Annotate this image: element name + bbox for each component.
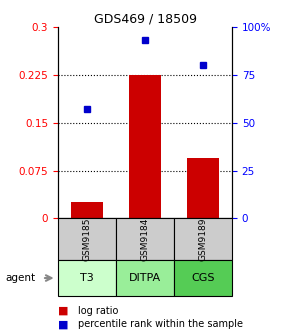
Text: DITPA: DITPA — [129, 273, 161, 283]
Bar — [129, 75, 161, 218]
Text: agent: agent — [6, 273, 36, 283]
Title: GDS469 / 18509: GDS469 / 18509 — [93, 13, 197, 26]
Bar — [187, 158, 219, 218]
Text: T3: T3 — [80, 273, 94, 283]
Text: GSM9184: GSM9184 — [140, 218, 150, 261]
Text: GSM9185: GSM9185 — [82, 218, 92, 261]
Text: log ratio: log ratio — [78, 306, 119, 316]
Text: ■: ■ — [58, 319, 68, 329]
Text: CGS: CGS — [191, 273, 215, 283]
Text: GSM9189: GSM9189 — [198, 218, 208, 261]
Text: ■: ■ — [58, 306, 68, 316]
Text: percentile rank within the sample: percentile rank within the sample — [78, 319, 243, 329]
Bar — [71, 202, 103, 218]
